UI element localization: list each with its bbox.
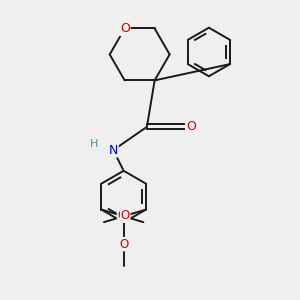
Text: O: O <box>117 209 127 222</box>
Text: O: O <box>119 238 128 250</box>
Text: O: O <box>121 209 130 222</box>
Text: O: O <box>186 120 196 134</box>
Text: H: H <box>89 139 98 149</box>
Text: O: O <box>120 22 130 35</box>
Text: N: N <box>109 144 118 157</box>
